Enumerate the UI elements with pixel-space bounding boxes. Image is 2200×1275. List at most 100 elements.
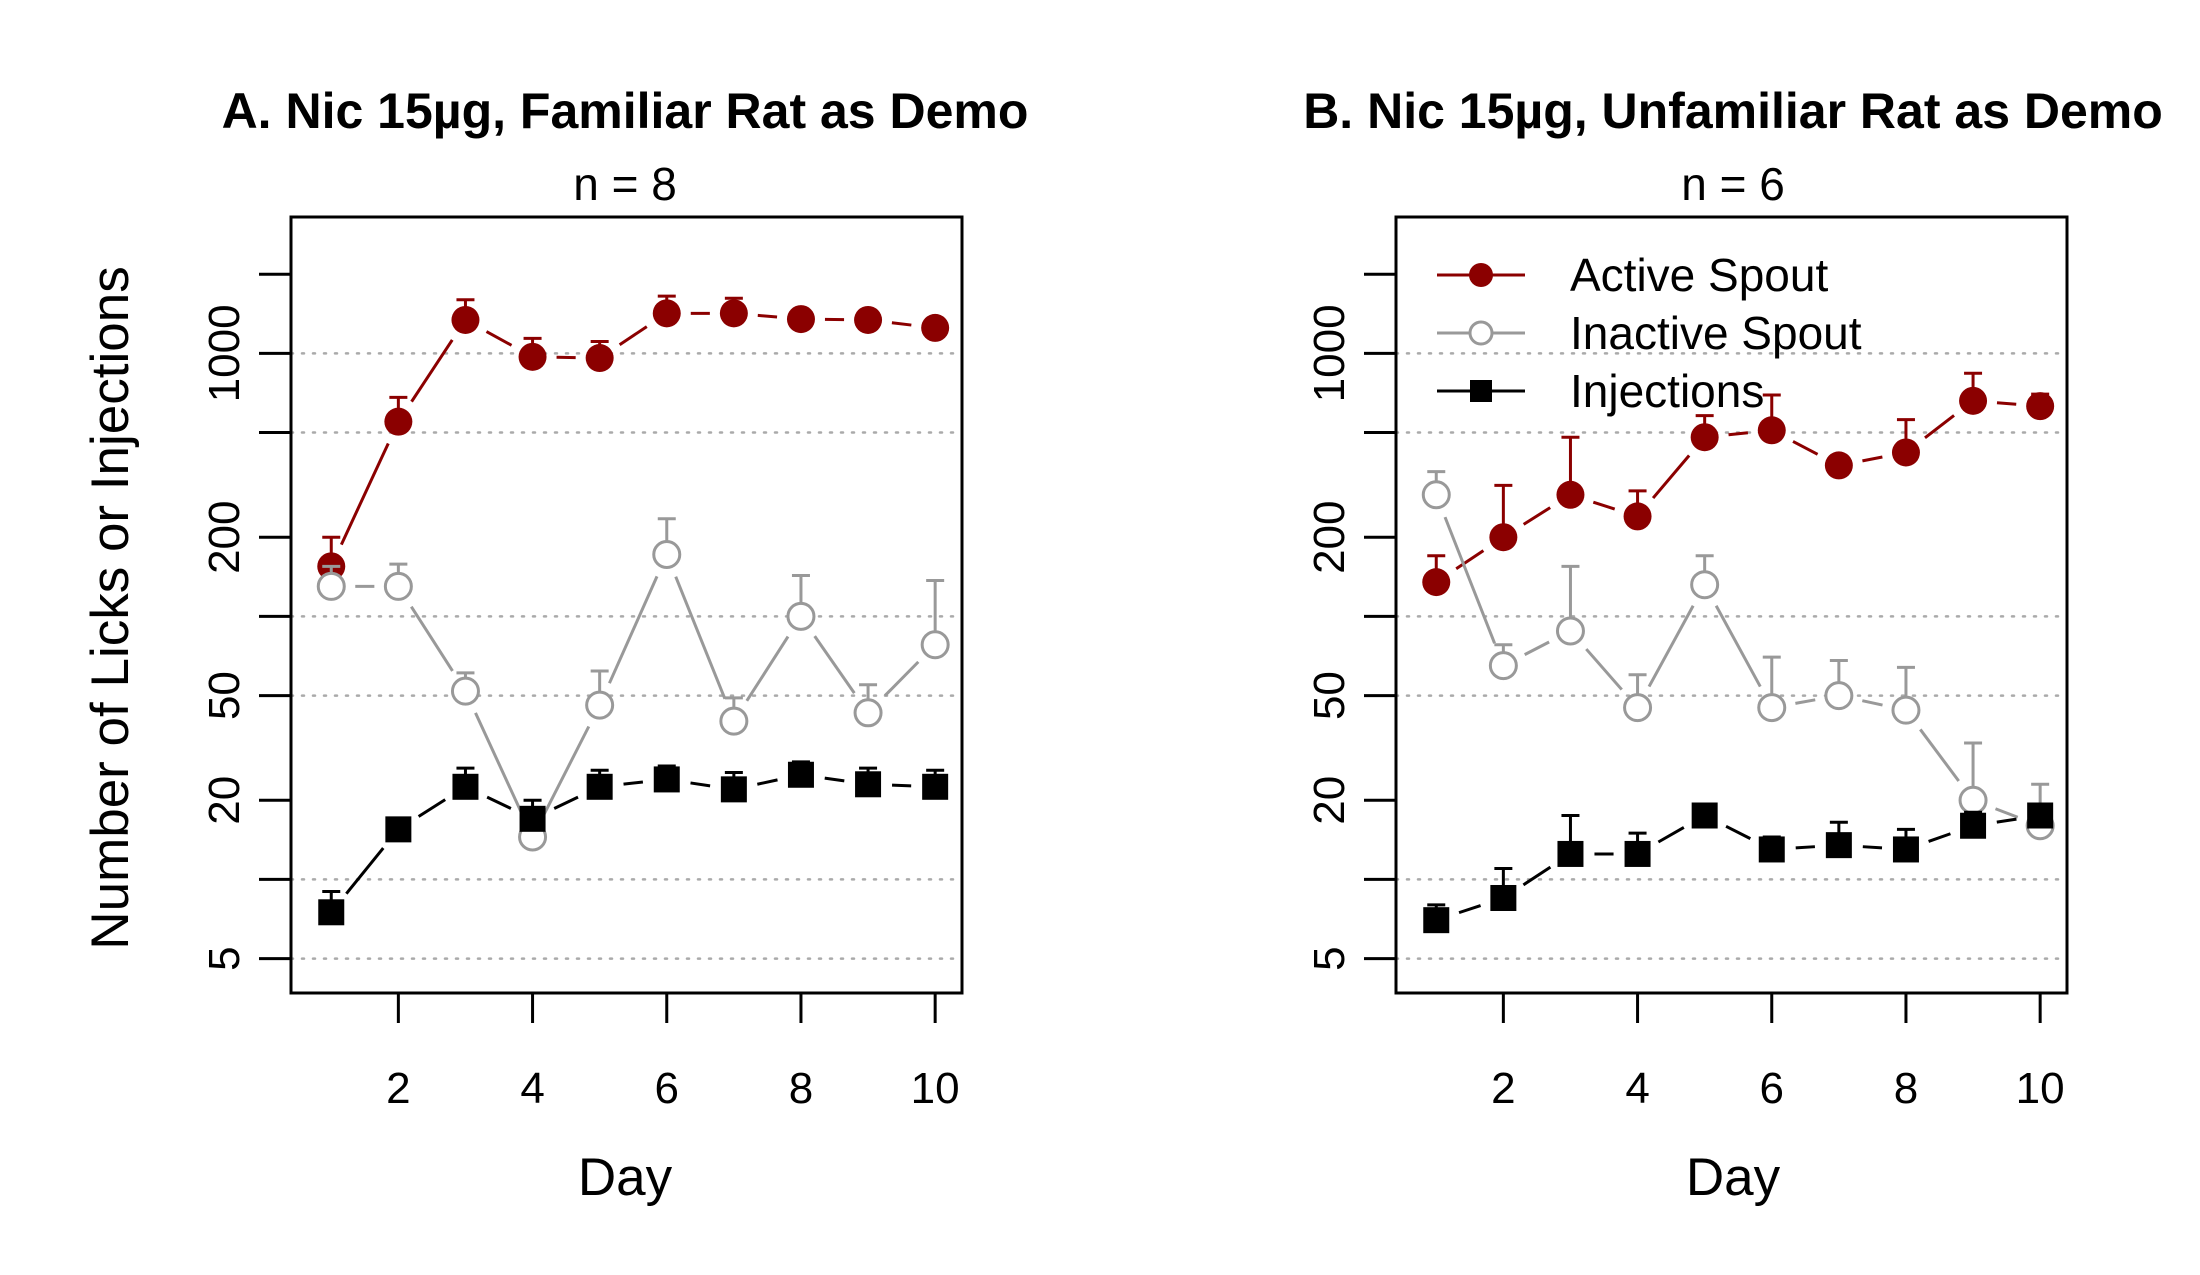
panel-b-y-tick-label: 50	[1305, 671, 1354, 720]
legend-inactive-spout-marker	[1468, 320, 1494, 346]
panel-a-inactive-spout-point	[786, 601, 816, 631]
panel-b-injections-point	[1825, 832, 1852, 859]
panel-a-injections-segment	[417, 798, 446, 818]
panel-a-inactive-spout-point	[652, 539, 682, 569]
panel-b-inactive-spout-point	[1958, 785, 1988, 815]
panel-b-injections-segment	[1458, 904, 1482, 915]
panel-a-injections-point	[452, 773, 479, 800]
panel-b-active-spout-point	[1824, 451, 1853, 480]
panel-a-inactive-spout-segment	[745, 635, 790, 702]
legend-item-active-spout: Active Spout	[1437, 249, 1828, 301]
panel-a-active-spout-segment	[339, 442, 390, 546]
panel-a-injections-point	[586, 773, 613, 800]
panel-b-inactive-spout-point	[1555, 616, 1585, 646]
panel-b-legend: Active Spout Inactive Spout Injections	[1437, 249, 1862, 417]
panel-a-x-tick-label: 4	[520, 1064, 544, 1113]
panel-b-active-spout-segment	[1728, 431, 1749, 437]
panel-b-active-spout-point	[1959, 386, 1988, 415]
panel-b-inactive-spout-point	[1891, 695, 1921, 725]
panel-a-inactive-spout-segment	[674, 576, 727, 700]
panel-b-inactive-spout-segment	[1524, 640, 1550, 656]
panel-a-active-spout-segment	[891, 321, 912, 327]
panel-b-active-spout-segment	[1592, 500, 1616, 511]
panel-a-injections-segment	[553, 795, 579, 810]
panel-b-injections-segment	[1725, 825, 1752, 840]
panel-b-active-spout-segment	[1651, 454, 1691, 500]
panel-b-active-spout-point	[1489, 523, 1518, 552]
panel-b-x-tick-label: 8	[1894, 1064, 1918, 1113]
panel-a-y-tick-label: 5	[200, 946, 249, 970]
panel-a-injections-point	[385, 816, 412, 843]
panel-b-inactive-spout-point	[1488, 651, 1518, 681]
panel-b: B. Nic 15µg, Unfamiliar Rat as Demo n = …	[1303, 83, 2163, 1207]
panel-b-injections-point	[1691, 802, 1718, 829]
panel-a-active-spout-point	[451, 305, 480, 334]
panel-a-active-spout-segment	[618, 325, 648, 346]
panel-a-inactive-spout-segment	[410, 605, 454, 672]
panel-b-injections-point	[2027, 802, 2054, 829]
panel-a-x-tick-label: 6	[655, 1064, 679, 1113]
panel-a-y-tick-label: 50	[200, 671, 249, 720]
panel-b-active-spout-segment	[1455, 549, 1485, 571]
panel-b-y-tick-label: 1000	[1305, 304, 1354, 402]
panel-a-active-spout-point	[719, 299, 748, 328]
panel-b-injections-segment	[1657, 826, 1685, 844]
panel-a-inactive-spout-segment	[474, 712, 524, 816]
panel-a-y-tick-label: 1000	[200, 304, 249, 402]
panel-b-active-spout-point	[1757, 416, 1786, 445]
panel-a-active-spout-segment	[410, 339, 454, 403]
panel-a-active-spout-point	[652, 299, 681, 328]
panel-a-injections-segment	[345, 847, 385, 895]
panel-a-inactive-spout-point	[853, 698, 883, 728]
panel-b-inactive-spout-point	[1690, 570, 1720, 600]
panel-b-active-spout-point	[1623, 502, 1652, 531]
panel-b-injections-point	[1557, 840, 1584, 867]
panel-a-injections-segment	[690, 781, 711, 788]
panel-a-active-spout-point	[921, 313, 950, 342]
panel-b-injections-segment	[1795, 845, 1816, 850]
panel-a-injections-point	[720, 776, 747, 803]
panel-b-x-tick-label: 6	[1760, 1064, 1784, 1113]
panel-b-active-spout-segment	[1862, 455, 1883, 463]
panel-a-inactive-spout-point	[719, 706, 749, 736]
panel-b-injections-point	[1960, 812, 1987, 839]
panel-a-injections-point	[922, 773, 949, 800]
panel-b-inactive-spout-segment	[1795, 698, 1816, 705]
panel-a-inactive-spout-point	[585, 690, 615, 720]
panel-a-inactive-spout-point	[316, 571, 346, 601]
panel-b-active-spout-point	[1422, 568, 1451, 597]
panel-a-x-axis-label: Day	[578, 1148, 673, 1207]
panel-b-subtitle: n = 6	[1681, 158, 1785, 210]
panel-a-title: A. Nic 15µg, Familiar Rat as Demo	[222, 83, 1029, 139]
panel-a-y-tick-label: 20	[200, 776, 249, 825]
panel-a-active-spout-point	[585, 344, 614, 373]
panel-b-injections-point	[1758, 836, 1785, 863]
panel-b-injections-point	[1624, 840, 1651, 867]
panel-b-inactive-spout-point	[1623, 693, 1653, 723]
legend-injections-label: Injections	[1570, 365, 1764, 417]
panel-b-inactive-spout-point	[1421, 480, 1451, 510]
panel-b-y-tick-label: 20	[1305, 776, 1354, 825]
panel-a-inactive-spout-segment	[608, 575, 659, 684]
panel-b-injections-segment	[1996, 817, 2017, 824]
panel-b-inactive-spout-segment	[1994, 807, 2019, 819]
panel-b-injections-segment	[1928, 832, 1951, 843]
panel-b-active-spout-point	[1556, 480, 1585, 509]
panel-b-injections-segment	[1862, 845, 1883, 850]
panel-a-inactive-spout-segment	[883, 660, 920, 697]
panel-b-injections-point	[1423, 907, 1450, 934]
legend-inactive-spout-label: Inactive Spout	[1570, 307, 1862, 359]
panel-a-injections-point	[653, 766, 680, 793]
panel-b-injections-point	[1490, 884, 1517, 911]
panel-b-active-spout-point	[1891, 438, 1920, 467]
panel-a-active-spout-segment	[757, 313, 778, 319]
panel-b-title: B. Nic 15µg, Unfamiliar Rat as Demo	[1303, 83, 2163, 139]
panel-a-injections-point	[318, 899, 345, 926]
panel-b-plot-frame	[1394, 215, 2069, 995]
panel-a: A. Nic 15µg, Familiar Rat as Demo n = 8 …	[81, 83, 1028, 1207]
panel-a-injections-point	[855, 771, 882, 798]
panel-a-injections-segment	[486, 795, 512, 810]
panel-b-injections-point	[1892, 836, 1919, 863]
panel-b-y-tick-label: 5	[1305, 946, 1354, 970]
